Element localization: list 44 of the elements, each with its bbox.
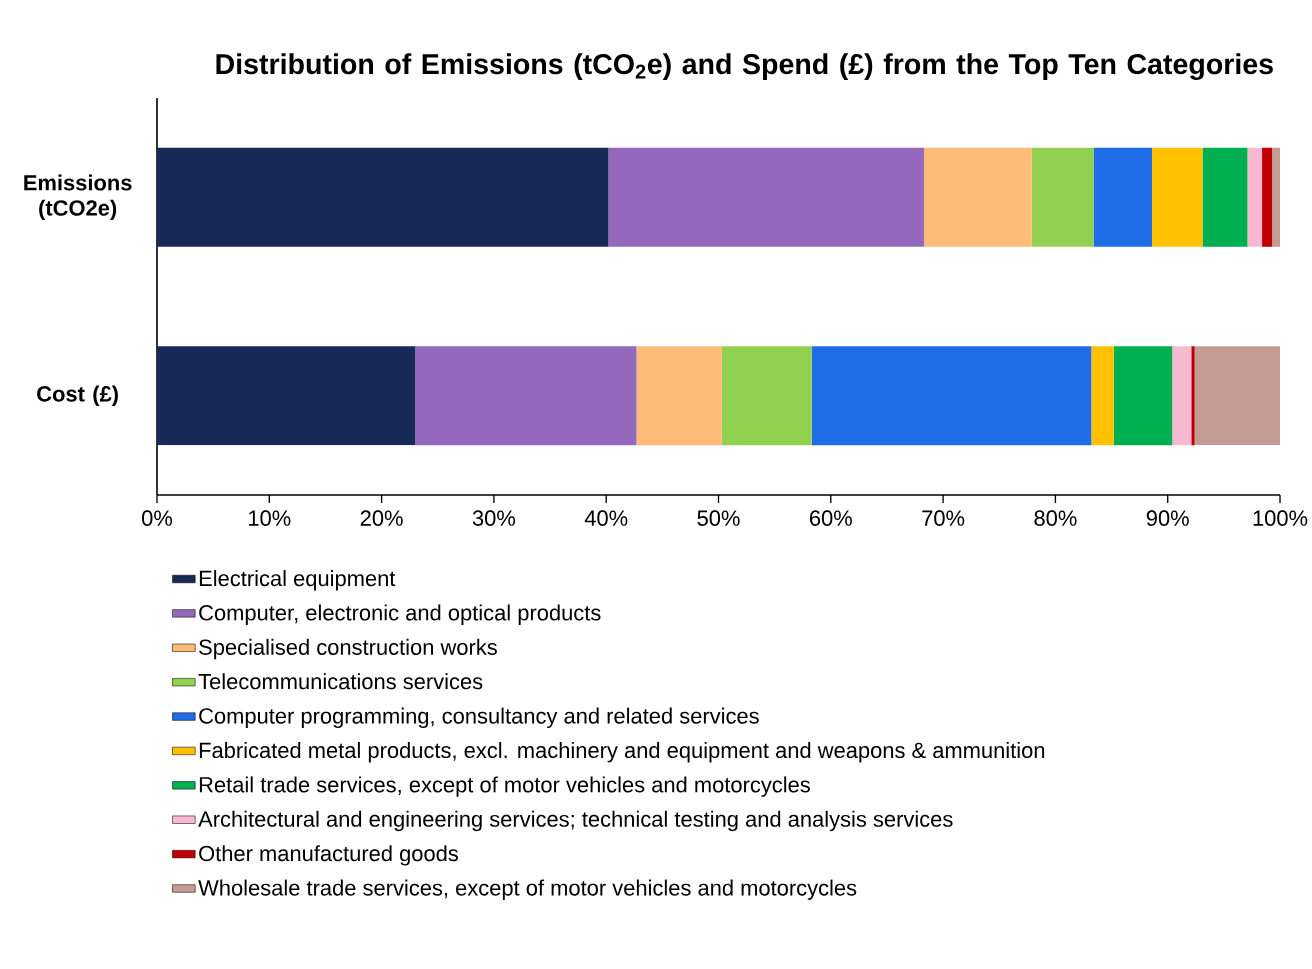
bar	[1202, 147, 1248, 247]
legend-label: Electrical equipment	[199, 570, 396, 591]
bar	[1031, 147, 1094, 247]
legend-label: Fabricated metal products, excl. machinery and equipment and weapons & ammunition	[199, 742, 1045, 763]
legend-label: Other manufactured goods	[199, 845, 459, 866]
y-tick-label: Emissions (tCO2e)	[24, 174, 132, 221]
x-tick-label: 10%	[249, 510, 291, 526]
bar	[1093, 147, 1152, 247]
bar	[1194, 346, 1281, 446]
x-tick-label: 30%	[472, 510, 516, 526]
legend-label: Telecommunications services	[198, 673, 483, 690]
chart-title: Distribution of Emissions (tCO$_{2}$e) and Spend (£) from the Top Ten Categories	[216, 53, 1273, 81]
bar	[1091, 346, 1114, 446]
x-tick-label: 100%	[1253, 510, 1308, 526]
bar	[1151, 147, 1203, 247]
bar	[924, 147, 1032, 247]
legend-label: Computer programming, consultancy and related services	[199, 707, 759, 729]
x-tick-label: 20%	[360, 510, 403, 526]
y-tick-label: Cost (£)	[37, 385, 118, 406]
x-tick-label: 90%	[1146, 510, 1189, 526]
x-tick-label: 0%	[142, 510, 173, 526]
bar	[1113, 346, 1173, 446]
legend-label: Computer, electronic and optical products	[199, 604, 601, 625]
bar	[1247, 147, 1263, 247]
bar	[415, 346, 637, 446]
x-tick-label: 80%	[1034, 510, 1077, 526]
bar	[1262, 147, 1273, 247]
x-tick-label: 50%	[697, 510, 740, 526]
legend-label: Wholesale trade services, except of motor vehicles and motorcycles	[198, 879, 857, 900]
x-tick-label: 60%	[809, 510, 852, 526]
bar	[608, 147, 925, 247]
bar	[157, 346, 416, 446]
bar	[721, 346, 812, 446]
bar	[636, 346, 722, 446]
legend-label: Architectural and engineering services; technical testing and analysis services	[198, 810, 953, 832]
x-tick-label: 70%	[922, 510, 965, 526]
bar	[1191, 346, 1195, 446]
bar	[157, 147, 609, 247]
bar	[1172, 346, 1192, 446]
bar	[811, 346, 1092, 446]
bar	[1272, 147, 1281, 247]
x-tick-label: 40%	[584, 510, 628, 526]
legend-label: Specialised construction works	[199, 638, 497, 660]
legend-label: Retail trade services, except of motor vehicles and motorcycles	[199, 776, 810, 797]
